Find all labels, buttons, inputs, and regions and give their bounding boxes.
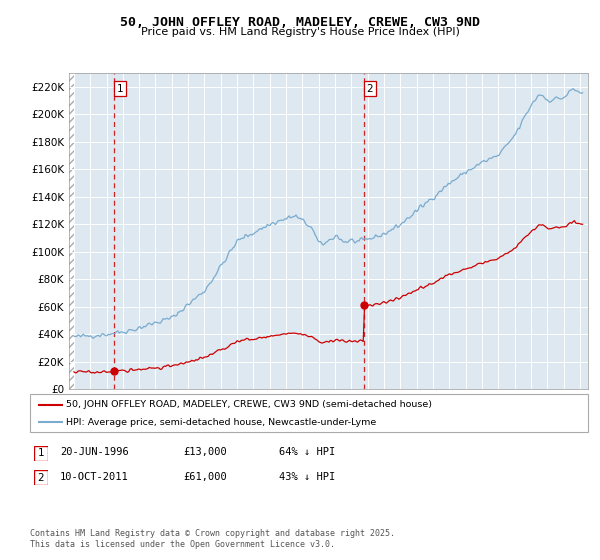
Text: 20-JUN-1996: 20-JUN-1996 [60, 447, 129, 458]
Text: HPI: Average price, semi-detached house, Newcastle-under-Lyme: HPI: Average price, semi-detached house,… [66, 418, 377, 427]
Text: 50, JOHN OFFLEY ROAD, MADELEY, CREWE, CW3 9ND (semi-detached house): 50, JOHN OFFLEY ROAD, MADELEY, CREWE, CW… [66, 400, 432, 409]
Text: 43% ↓ HPI: 43% ↓ HPI [279, 472, 335, 482]
Text: £61,000: £61,000 [183, 472, 227, 482]
Text: 10-OCT-2011: 10-OCT-2011 [60, 472, 129, 482]
Bar [69, 73, 74, 389]
Text: 1: 1 [116, 84, 123, 94]
FancyBboxPatch shape [34, 446, 48, 460]
Text: Contains HM Land Registry data © Crown copyright and database right 2025.
This d: Contains HM Land Registry data © Crown c… [30, 529, 395, 549]
Text: £13,000: £13,000 [183, 447, 227, 458]
Text: 1: 1 [37, 448, 44, 458]
Text: 50, JOHN OFFLEY ROAD, MADELEY, CREWE, CW3 9ND: 50, JOHN OFFLEY ROAD, MADELEY, CREWE, CW… [120, 16, 480, 29]
FancyBboxPatch shape [30, 394, 588, 432]
Text: 2: 2 [367, 84, 373, 94]
Text: Price paid vs. HM Land Registry's House Price Index (HPI): Price paid vs. HM Land Registry's House … [140, 27, 460, 37]
Text: 64% ↓ HPI: 64% ↓ HPI [279, 447, 335, 458]
Text: 2: 2 [37, 473, 44, 483]
FancyBboxPatch shape [34, 470, 48, 485]
